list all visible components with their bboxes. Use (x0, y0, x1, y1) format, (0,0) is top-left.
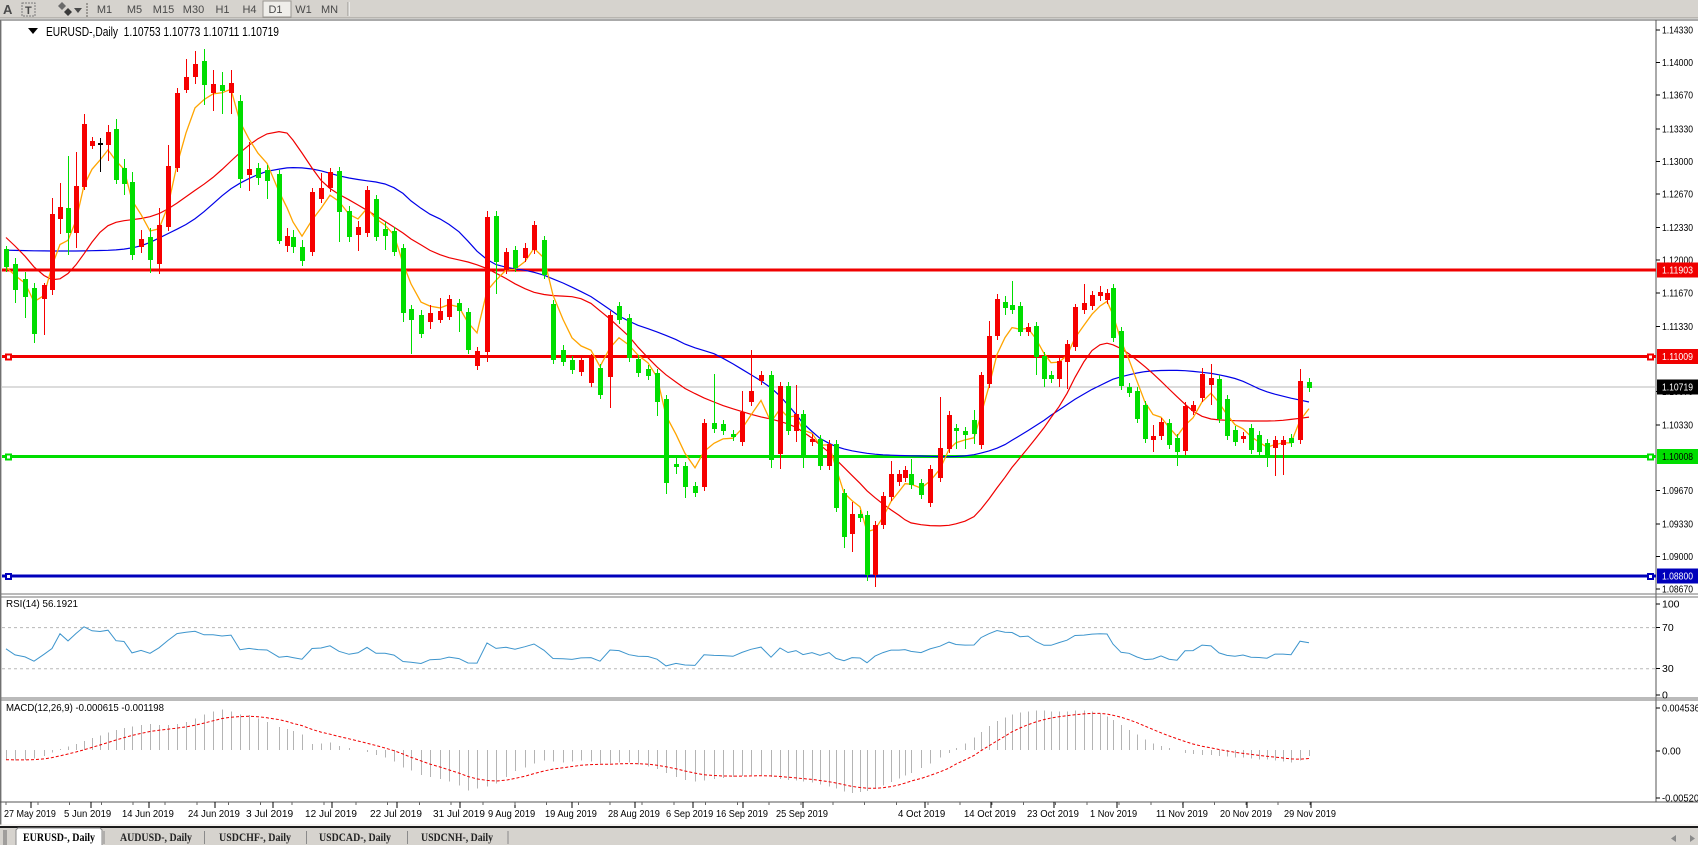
svg-text:24 Jun 2019: 24 Jun 2019 (188, 808, 240, 820)
svg-text:USDCHF-, Daily: USDCHF-, Daily (219, 832, 291, 844)
svg-text:M5: M5 (127, 4, 142, 16)
svg-text:-0.005205: -0.005205 (1662, 793, 1698, 805)
svg-text:0: 0 (1662, 690, 1668, 702)
svg-text:1.10719: 1.10719 (1662, 382, 1693, 394)
svg-text:1.11903: 1.11903 (1662, 265, 1693, 277)
svg-text:T: T (25, 5, 32, 17)
svg-text:6 Sep 2019: 6 Sep 2019 (666, 808, 713, 820)
svg-text:25 Sep 2019: 25 Sep 2019 (776, 808, 828, 820)
svg-text:0.004536: 0.004536 (1662, 703, 1698, 715)
svg-text:1.08670: 1.08670 (1662, 584, 1693, 596)
svg-text:5 Jun 2019: 5 Jun 2019 (64, 808, 111, 820)
svg-text:USDCAD-, Daily: USDCAD-, Daily (319, 832, 391, 844)
svg-text:30: 30 (1662, 663, 1674, 675)
svg-text:1.11670: 1.11670 (1662, 287, 1693, 299)
svg-text:1.11330: 1.11330 (1662, 321, 1693, 333)
svg-text:27 May 2019: 27 May 2019 (4, 808, 56, 820)
svg-text:1.09330: 1.09330 (1662, 518, 1693, 530)
svg-text:1 Nov 2019: 1 Nov 2019 (1090, 808, 1137, 820)
svg-text:D1: D1 (268, 4, 282, 16)
svg-text:4 Oct 2019: 4 Oct 2019 (898, 808, 945, 820)
svg-text:0.00: 0.00 (1662, 746, 1681, 758)
svg-text:MACD(12,26,9) -0.000615 -0.001: MACD(12,26,9) -0.000615 -0.001198 (6, 702, 164, 714)
svg-text:H4: H4 (242, 4, 256, 16)
svg-text:1.13330: 1.13330 (1662, 123, 1693, 135)
svg-text:1.14000: 1.14000 (1662, 57, 1693, 69)
svg-text:1.10330: 1.10330 (1662, 420, 1693, 432)
svg-text:1.14330: 1.14330 (1662, 25, 1693, 37)
svg-text:3 Jul 2019: 3 Jul 2019 (246, 808, 293, 820)
svg-text:12 Jul 2019: 12 Jul 2019 (305, 808, 357, 820)
svg-text:70: 70 (1662, 622, 1674, 634)
svg-text:11 Nov 2019: 11 Nov 2019 (1156, 808, 1208, 820)
svg-text:16 Sep 2019: 16 Sep 2019 (716, 808, 768, 820)
svg-text:9 Aug 2019: 9 Aug 2019 (488, 808, 535, 820)
svg-text:14 Oct 2019: 14 Oct 2019 (964, 808, 1016, 820)
svg-text:23 Oct 2019: 23 Oct 2019 (1027, 808, 1079, 820)
svg-text:M15: M15 (153, 4, 174, 16)
svg-text:1.09000: 1.09000 (1662, 551, 1693, 563)
svg-text:1.08800: 1.08800 (1662, 571, 1693, 583)
svg-text:14 Jun 2019: 14 Jun 2019 (122, 808, 174, 820)
svg-text:22 Jul 2019: 22 Jul 2019 (370, 808, 422, 820)
svg-text:1.13000: 1.13000 (1662, 156, 1693, 168)
svg-text:H1: H1 (215, 4, 229, 16)
svg-text:EURUSD-, Daily: EURUSD-, Daily (23, 832, 95, 844)
svg-text:1.11009: 1.11009 (1662, 351, 1693, 363)
svg-text:1.10008: 1.10008 (1662, 451, 1693, 463)
svg-text:M30: M30 (183, 4, 204, 16)
svg-text:A: A (3, 2, 13, 17)
svg-text:AUDUSD-, Daily: AUDUSD-, Daily (120, 832, 192, 844)
svg-text:USDCNH-, Daily: USDCNH-, Daily (421, 832, 493, 844)
svg-text:28 Aug 2019: 28 Aug 2019 (608, 808, 660, 820)
svg-text:M1: M1 (97, 4, 112, 16)
svg-text:1.12330: 1.12330 (1662, 222, 1693, 234)
svg-text:29 Nov 2019: 29 Nov 2019 (1284, 808, 1336, 820)
svg-text:1.13670: 1.13670 (1662, 90, 1693, 102)
svg-text:W1: W1 (295, 4, 312, 16)
svg-text:19 Aug 2019: 19 Aug 2019 (545, 808, 597, 820)
svg-text:20 Nov 2019: 20 Nov 2019 (1220, 808, 1272, 820)
svg-text:31 Jul 2019: 31 Jul 2019 (433, 808, 485, 820)
svg-text:EURUSD-,Daily 1.10753 1.10773: EURUSD-,Daily 1.10753 1.10773 1.10711 1.… (46, 25, 279, 39)
svg-text:1.09670: 1.09670 (1662, 485, 1693, 497)
svg-text:100: 100 (1662, 599, 1680, 611)
svg-text:1.12670: 1.12670 (1662, 189, 1693, 201)
svg-text:RSI(14) 56.1921: RSI(14) 56.1921 (6, 598, 78, 610)
svg-text:MN: MN (321, 4, 338, 16)
